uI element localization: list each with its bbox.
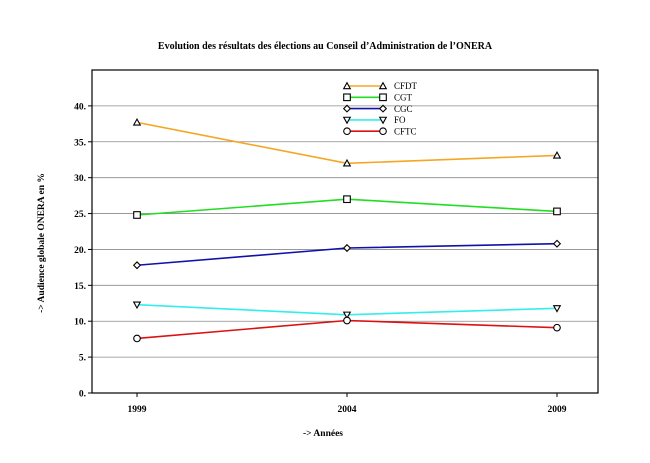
legend-marker-fo xyxy=(378,116,388,125)
legend-label-fo: FO xyxy=(394,115,406,125)
plot-area: 0. 5. 10. 15. 20. 25. 30. 35. 40. 1999 2004 2009 CFD… xyxy=(74,69,599,415)
data-point-cftc xyxy=(343,316,351,325)
y-tick-label: 5. xyxy=(79,354,86,364)
legend-label-cftc: CFTC xyxy=(394,126,417,136)
data-point-cgc xyxy=(552,239,562,248)
data-point-cfdt xyxy=(552,150,562,159)
y-tick-label: 40. xyxy=(74,102,86,112)
data-point-fo xyxy=(132,301,142,310)
y-tick-label: 25. xyxy=(74,210,86,220)
data-point-cfdt xyxy=(132,117,142,126)
data-point-cftc xyxy=(553,323,561,332)
legend-label-cgt: CGT xyxy=(394,93,413,103)
data-point-fo xyxy=(342,311,352,320)
x-tick-label: 1999 xyxy=(128,405,147,415)
legend-marker-fo xyxy=(342,116,352,125)
y-tick-label: 30. xyxy=(74,174,86,184)
legend-marker-cfdt xyxy=(378,81,388,90)
data-point-cgt xyxy=(133,211,141,219)
data-point-cgc xyxy=(342,243,352,253)
legend-marker-cgt xyxy=(379,93,387,102)
y-tick-label: 15. xyxy=(74,282,86,292)
data-point-cfdt xyxy=(342,158,352,167)
x-axis-title: -> Années xyxy=(303,429,343,439)
y-tick-label: 10. xyxy=(74,318,86,328)
legend-marker-cgc xyxy=(342,104,352,113)
legend-marker-cftc xyxy=(343,127,351,136)
data-point-cgt xyxy=(553,207,561,216)
plot-frame xyxy=(91,69,599,394)
x-tick-label: 2004 xyxy=(338,405,357,415)
legend-marker-cgc xyxy=(378,104,388,113)
legend-marker-cfdt xyxy=(342,81,352,90)
chart-title: Evolution des résultats des élections au… xyxy=(158,41,493,52)
y-axis-title: -> Audience globale ONERA en % xyxy=(37,173,47,313)
data-point-cgc xyxy=(132,261,142,270)
legend-label-cgc: CGC xyxy=(394,104,413,114)
y-tick-label: 35. xyxy=(74,138,86,148)
legend-marker-cftc xyxy=(379,127,387,136)
legend-label-cfdt: CFDT xyxy=(394,81,418,91)
data-point-fo xyxy=(552,305,562,313)
y-tick-label: 0. xyxy=(79,390,86,400)
data-point-cftc xyxy=(133,334,141,343)
x-tick-label: 2009 xyxy=(548,405,567,415)
data-point-cgt xyxy=(343,195,351,204)
y-tick-label: 20. xyxy=(74,246,86,256)
legend-marker-cgt xyxy=(343,93,351,102)
